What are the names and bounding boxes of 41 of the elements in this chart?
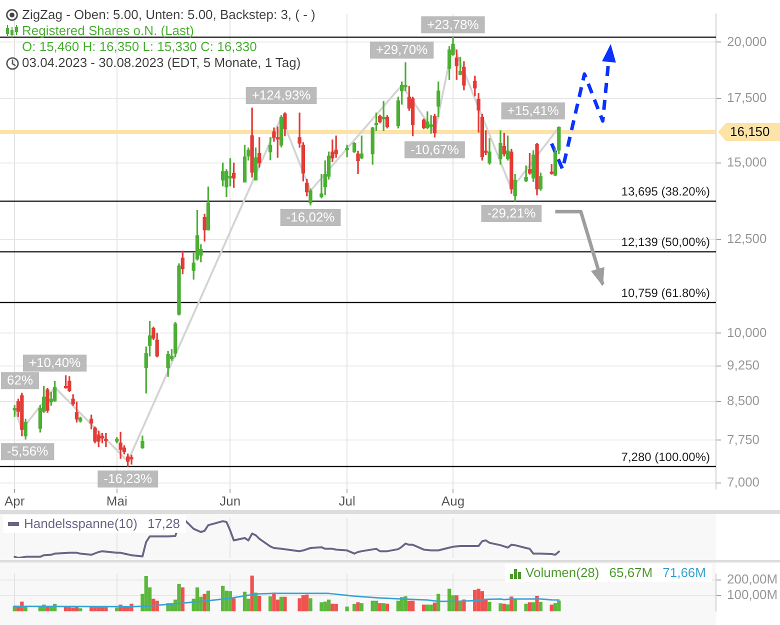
annotation: -29,21% (487, 206, 536, 221)
ref-line-label: 12,139 (50,00%) (621, 235, 710, 250)
x-tick-label: Aug (441, 493, 465, 508)
annotation: O: 15,460 H: 16,350 L: 15,330 C: 16,330 (22, 39, 257, 55)
annotation: +29,70% (376, 42, 428, 58)
annotation: +15,41% (507, 102, 560, 118)
annotation: -10,67% (410, 142, 460, 157)
annotation: 62% (6, 372, 34, 388)
series-label: Volumen(28) (526, 565, 600, 581)
x-tick-label: Apr (4, 493, 26, 508)
y-tick-label: 9,250 (727, 358, 760, 373)
y-tick-label: 17,500 (727, 90, 767, 105)
ref-line-label: 16,150 (730, 124, 770, 140)
annotation: -16,23% (104, 471, 153, 486)
annotation: +10,40% (28, 355, 82, 370)
y-tick-label: 15,000 (727, 154, 767, 170)
y-tick-label: 100,00M (727, 587, 778, 602)
ref-line-label: 13,695 (38.20%) (621, 184, 710, 199)
y-tick-label: 8,500 (727, 393, 760, 408)
y-tick-label: 200,00M (727, 572, 778, 587)
text: 03.04.2023 - 30.08.2023 (EDT, 5 Monate, 1 Tag) (22, 55, 301, 70)
annotation: -5,56% (6, 444, 49, 459)
annotation: -16,02% (286, 210, 336, 225)
annotation: 17,28 (147, 516, 180, 532)
y-tick-label: 10,000 (727, 324, 767, 340)
annotation: 71,66M (662, 565, 706, 581)
y-tick-label: 7,000 (727, 474, 760, 490)
y-tick-label: 7,750 (727, 432, 760, 447)
text: ZigZag - Oben: 5.00, Unten: 5.00, Backstep: 3, ( - ) (22, 7, 316, 23)
x-tick-label: Jun (220, 493, 241, 508)
x-tick-label: Mai (106, 493, 128, 508)
annotation: +124,93% (252, 88, 312, 103)
legend-label: Registered Shares o.N. (Last) (22, 23, 194, 39)
ref-line-label: 7,280 (100.00%) (621, 450, 710, 464)
y-tick-label: 12,500 (727, 231, 767, 246)
y-tick-label: 20,000 (727, 34, 767, 49)
annotation: 65,67M (609, 565, 653, 581)
ref-line-label: 10,759 (61.80%) (621, 286, 710, 300)
x-tick-label: Jul (338, 493, 356, 508)
legend-label: Handelsspanne(10) (24, 516, 138, 532)
annotation: +23,78% (427, 16, 480, 32)
